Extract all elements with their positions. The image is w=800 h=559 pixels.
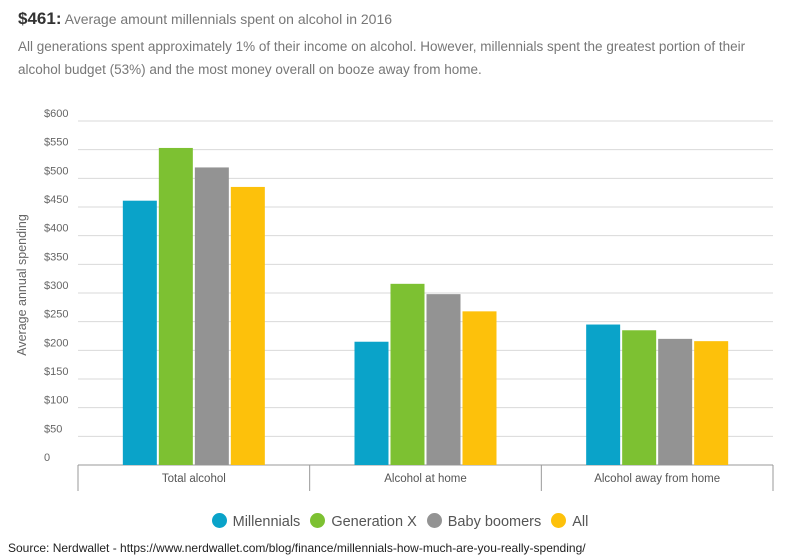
y-tick-label: $300: [44, 280, 68, 292]
legend-label: Millennials: [232, 514, 301, 530]
legend-item: Baby boomers: [426, 513, 542, 530]
bar: [658, 338, 693, 465]
y-tick-label: $350: [44, 251, 68, 263]
bar: [354, 341, 389, 465]
y-tick-label: $50: [44, 423, 62, 435]
legend-item: Generation X: [310, 513, 417, 530]
legend-label: All: [572, 514, 589, 530]
bar: [230, 186, 265, 465]
headline-text: Average amount millennials spent on alco…: [64, 11, 393, 27]
bar: [390, 283, 425, 465]
legend-swatch: [211, 513, 227, 528]
bar: [122, 200, 157, 465]
legend-swatch: [310, 513, 326, 528]
y-tick-label: $400: [44, 223, 68, 235]
legend-item: Millennials: [211, 513, 301, 530]
y-tick-label: $500: [44, 165, 68, 177]
x-category-label: Total alcohol: [162, 473, 226, 485]
x-category-label: Alcohol away from home: [594, 473, 720, 485]
y-tick-label: $100: [44, 395, 68, 407]
y-tick-label: $600: [44, 108, 68, 120]
bar: [586, 324, 621, 465]
bar: [622, 330, 657, 465]
legend-label: Generation X: [331, 514, 417, 530]
y-tick-label: $550: [44, 137, 68, 149]
bar: [194, 167, 229, 465]
y-tick-label: $250: [44, 309, 68, 321]
bar: [462, 311, 497, 465]
legend-item: All: [551, 513, 588, 530]
chart-legend: Millennials Generation X Baby boomers All: [0, 513, 800, 530]
x-category-label: Alcohol at home: [384, 473, 466, 485]
source-note: Source: Nerdwallet - https://www.nerdwal…: [8, 541, 586, 555]
legend-swatch: [551, 513, 567, 528]
bar: [158, 147, 193, 466]
y-tick-label: $200: [44, 337, 68, 349]
bar: [426, 294, 461, 465]
y-tick-label: 0: [44, 452, 50, 464]
headline: $461: Average amount millennials spent o…: [18, 9, 392, 29]
legend-swatch: [426, 513, 442, 528]
y-tick-label: $450: [44, 194, 68, 206]
bar: [694, 341, 729, 465]
legend-label: Baby boomers: [447, 514, 542, 530]
headline-amount: $461:: [18, 9, 62, 28]
y-axis-label: Average annual spending: [15, 214, 29, 356]
chart-subtitle: All generations spent approximately 1% o…: [18, 39, 746, 77]
y-tick-label: $150: [44, 366, 68, 378]
